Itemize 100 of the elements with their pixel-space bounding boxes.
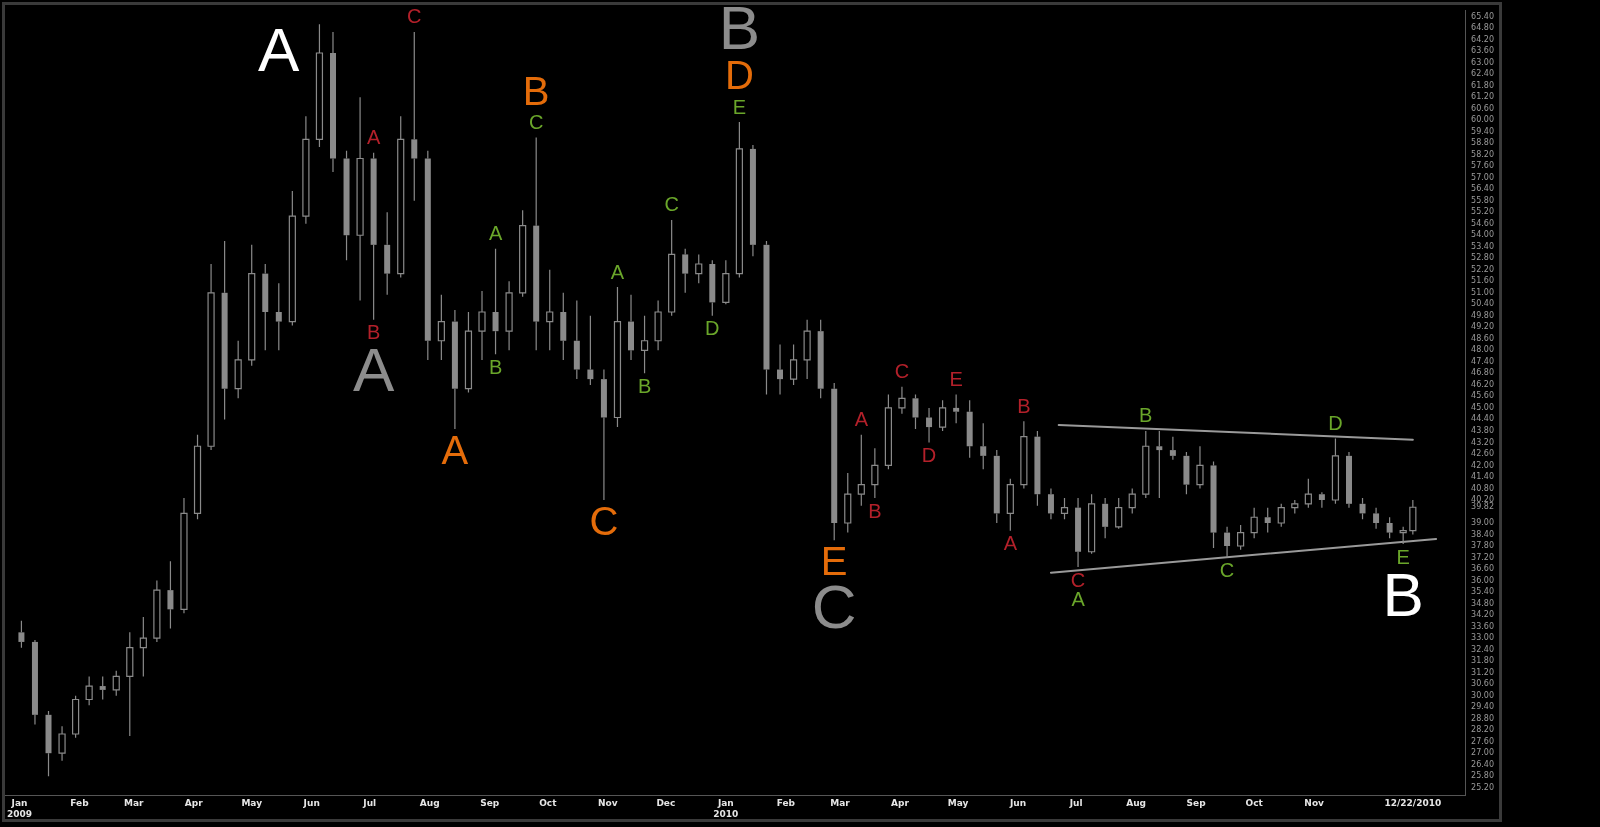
annotation: D [705, 317, 720, 340]
candlestick [953, 393, 960, 424]
y-tick-label: 37.80 [1471, 541, 1494, 551]
y-tick-label: 43.80 [1471, 425, 1494, 435]
x-tick-label: May [241, 798, 263, 809]
annotation: C [894, 360, 910, 383]
candlestick [45, 710, 52, 777]
y-tick-label: 40.20 [1471, 495, 1494, 505]
y-tick-label: 26.40 [1471, 759, 1494, 769]
y-tick-label: 54.60 [1471, 218, 1494, 228]
candlestick [1196, 445, 1204, 490]
x-tick-label: Sep [480, 798, 500, 809]
candlestick [234, 340, 242, 399]
candlestick [777, 343, 784, 396]
candlestick [1224, 526, 1231, 559]
candlestick [587, 315, 594, 386]
y-tick-label: 30.60 [1471, 679, 1494, 689]
annotation: C [589, 499, 619, 544]
y-tick-label: 59.40 [1471, 126, 1494, 136]
y-tick-label: 39.00 [1471, 518, 1494, 528]
candlestick [343, 150, 350, 261]
annotation: B [868, 499, 882, 522]
annotation: B [1139, 404, 1153, 427]
candlestick [356, 96, 364, 302]
candlestick [898, 386, 906, 415]
candlestick [411, 31, 418, 202]
y-tick-label: 36.60 [1471, 564, 1494, 574]
x-tick-label: Aug [419, 798, 440, 809]
x-tick-label: Nov [597, 798, 618, 809]
y-tick-label: 41.40 [1471, 472, 1494, 482]
candlestick [31, 639, 38, 726]
candlestick [329, 31, 336, 173]
candlestick [628, 294, 635, 361]
annotation: A [366, 126, 381, 149]
candlestick [451, 309, 458, 430]
y-tick-label: 63.60 [1471, 46, 1494, 56]
y-tick-label: 42.00 [1471, 460, 1494, 470]
y-tick-label: 28.80 [1471, 713, 1494, 723]
candlestick [1210, 461, 1217, 549]
y-tick-label: 65.40 [1471, 11, 1494, 21]
x-tick-label: Nov [1304, 798, 1325, 809]
candlestick [831, 382, 838, 541]
y-tick-label: 51.60 [1471, 276, 1494, 286]
y-tick-label: 27.60 [1471, 736, 1494, 746]
candlestick [926, 407, 933, 444]
annotation: C [1070, 568, 1086, 591]
candlestick [248, 244, 256, 367]
y-tick-label: 30.00 [1471, 690, 1494, 700]
candlestick [573, 299, 580, 380]
candlestick [844, 472, 852, 534]
y-tick-label: 38.40 [1471, 529, 1494, 539]
y-tick-label: 36.00 [1471, 575, 1494, 585]
annotation: C [528, 110, 544, 133]
y-tick-label: 45.00 [1471, 402, 1494, 412]
candlestick [980, 422, 987, 470]
annotation: B [488, 355, 503, 378]
y-tick-label: 35.40 [1471, 587, 1494, 597]
candlestick [437, 294, 445, 361]
candlestick [1102, 497, 1109, 539]
candlestick [871, 447, 879, 499]
y-tick-label: 58.20 [1471, 149, 1494, 159]
y-tick-label: 25.80 [1471, 771, 1494, 781]
y-tick-label: 64.80 [1471, 23, 1494, 33]
candlestick [99, 675, 106, 701]
x-tick-label: Sep [1186, 798, 1207, 809]
annotation: D [724, 53, 754, 98]
x-tick-label: Mar [830, 798, 851, 809]
y-tick-label: 52.20 [1471, 264, 1494, 274]
candlestick [221, 240, 228, 421]
candlestick [384, 211, 391, 296]
x-tick-label: Dec [656, 798, 676, 809]
candlestick [1142, 430, 1150, 499]
y-tick-label: 31.20 [1471, 667, 1494, 677]
candlestick [464, 311, 473, 394]
x-tick-label: 12/22/2010 [1384, 798, 1442, 809]
candlestick [533, 136, 540, 351]
x-tick-label: May [947, 798, 969, 809]
y-tick-label: 64.20 [1471, 34, 1494, 44]
candlestick [315, 23, 324, 148]
candlestick [478, 290, 486, 361]
candlestick [262, 263, 269, 351]
y-tick-label: 60.00 [1471, 115, 1494, 125]
y-tick-label: 60.60 [1471, 103, 1494, 113]
candlestick [613, 286, 622, 428]
annotation: C [1219, 559, 1235, 582]
annotation: C [664, 193, 679, 216]
x-tick-label: Jun [302, 798, 320, 809]
candlestick [519, 209, 527, 298]
candlestick [492, 248, 499, 355]
y-tick-label: 45.60 [1471, 391, 1494, 401]
candlestick [654, 299, 662, 351]
candlestick [817, 319, 824, 399]
y-tick-label: 31.80 [1471, 656, 1494, 666]
y-tick-label: 43.20 [1471, 437, 1494, 447]
y-tick-label: 57.60 [1471, 161, 1494, 171]
candlestick [600, 368, 607, 501]
candlestick [370, 152, 377, 321]
y-tick-label: 48.60 [1471, 333, 1494, 343]
x-tick-label: Oct [539, 798, 558, 809]
y-tick-label: 47.40 [1471, 356, 1494, 366]
